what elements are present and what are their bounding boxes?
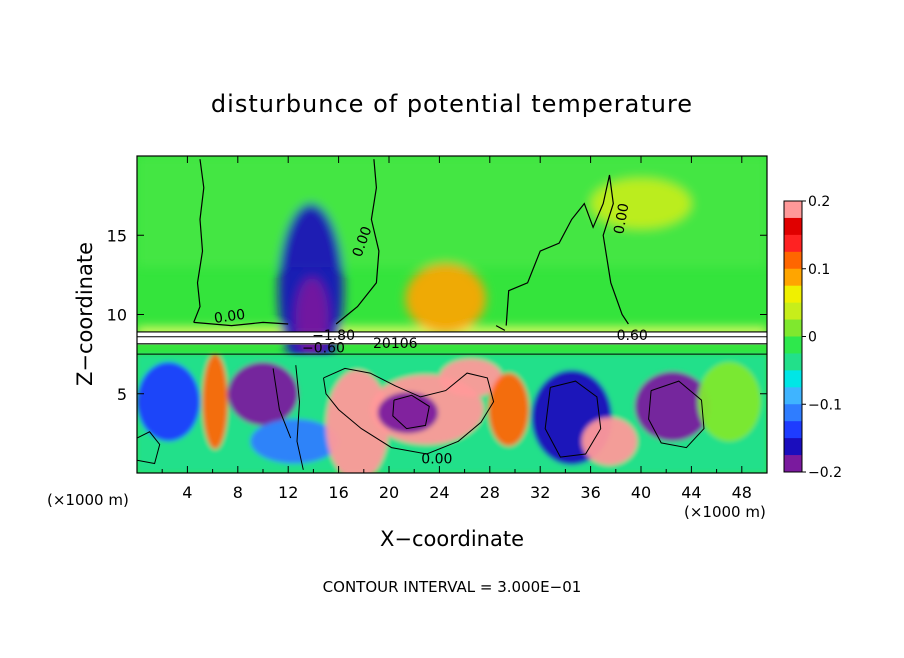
contour-zero-left-1 (193, 159, 205, 323)
contour-zero-tail (495, 325, 506, 331)
x-unit-right: (×1000 m) (684, 503, 766, 521)
field-lower-blob-8 (488, 373, 529, 447)
contour-loop-left-corner (137, 431, 161, 465)
field-lower-blob-12 (697, 362, 761, 442)
colorbar-tick-label-3: 0.1 (808, 262, 830, 278)
colorbar-ticks: −0.2 −0.1 0 0.1 0.2 (802, 194, 842, 481)
contour-line-lower-1 (272, 368, 292, 439)
field-lower-blob-1 (202, 354, 228, 450)
plot-area (137, 156, 767, 473)
field-lower-blob-0 (137, 362, 200, 442)
chart-title: disturbunce of potential temperature (211, 90, 693, 118)
colorbar-tick-label-0: −0.2 (808, 465, 842, 481)
x-tick-label-36: 36 (580, 483, 600, 502)
colorbar-swatch-14 (784, 217, 802, 236)
colorbar-swatch-0 (784, 455, 802, 473)
field-lower-blob-6 (377, 392, 439, 434)
contour-label-5: −0.60 (302, 341, 345, 357)
colorbar (783, 200, 803, 473)
colorbar-swatch-6 (784, 353, 802, 371)
x-tick-label-48: 48 (732, 483, 752, 502)
contour-zero-mid (335, 159, 380, 325)
y-tick-label-10: 10 (107, 306, 127, 325)
colorbar-swatch-5 (784, 370, 802, 388)
contour-loop-right-2 (648, 380, 705, 449)
contour-layer (137, 159, 767, 470)
x-tick-label-20: 20 (379, 483, 399, 502)
x-tick-label-16: 16 (328, 483, 348, 502)
contour-label-0: 0.00 (213, 307, 246, 327)
colorbar-swatch-9 (784, 302, 802, 321)
x-axis-ticks: 4 8 12 16 20 24 28 32 36 40 44 48 (161, 156, 752, 502)
colorbar-tick-label-2: 0 (808, 330, 817, 346)
colorbar-swatch-10 (784, 285, 802, 304)
field-lower-blob-11 (634, 371, 711, 442)
x-tick-label-40: 40 (631, 483, 651, 502)
colorbar-swatch-7 (784, 336, 802, 354)
contour-label-4: −1.80 (312, 328, 355, 344)
x-tick-label-4: 4 (182, 483, 192, 502)
field-lower-blob-7 (439, 358, 503, 397)
field-lower-blob-3 (250, 419, 339, 464)
colorbar-swatch-15 (784, 201, 802, 219)
field-lower-layer (137, 354, 767, 473)
x-tick-label-12: 12 (278, 483, 298, 502)
x-unit-left: (×1000 m) (47, 491, 129, 509)
colorbar-tick-label-4: 0.2 (808, 194, 830, 210)
contour-line-lower-2 (295, 365, 304, 470)
x-tick-label-28: 28 (480, 483, 500, 502)
field-lower-blob-2 (227, 362, 299, 426)
x-tick-label-32: 32 (530, 483, 550, 502)
contour-interval-text: CONTOUR INTERVAL = 3.000E−01 (323, 578, 582, 596)
field-lower-blob-4 (326, 369, 389, 473)
contour-zero-right (505, 174, 629, 326)
contour-label-7: 0.00 (421, 451, 452, 467)
colorbar-swatch-8 (784, 319, 802, 337)
x-tick-label-8: 8 (233, 483, 243, 502)
colorbar-tick-label-1: −0.1 (808, 397, 842, 413)
contour-zero-left-2 (193, 321, 289, 327)
colorbar-swatch-3 (784, 404, 802, 422)
colorbar-swatch-13 (784, 234, 802, 253)
contour-label-6: 20106 (373, 336, 418, 352)
colorbar-swatch-12 (784, 251, 802, 270)
contour-loop-cool-core (392, 394, 430, 430)
colorbar-swatch-11 (784, 268, 802, 287)
contour-loop-right-1 (544, 380, 602, 458)
inversion-white-band (137, 331, 767, 345)
contour-label-3: 0.60 (617, 328, 648, 344)
colorbar-swatch-1 (784, 438, 802, 456)
field-region-upper-warm (590, 178, 692, 229)
contour-label-2: 0.00 (611, 202, 632, 235)
x-tick-label-44: 44 (681, 483, 701, 502)
y-axis-label: Z−coordinate (73, 242, 97, 386)
colorbar-swatch-2 (784, 421, 802, 439)
field-lower-blob-10 (581, 417, 638, 466)
field-region-warm-wave (405, 263, 487, 334)
x-axis-label: X−coordinate (380, 527, 524, 551)
contour-loop-warm-center (323, 367, 495, 455)
x-tick-label-24: 24 (429, 483, 449, 502)
y-tick-label-5: 5 (117, 385, 127, 404)
colorbar-swatch-4 (784, 387, 802, 405)
y-tick-label-15: 15 (107, 226, 127, 245)
y-axis-ticks: 5 10 15 (107, 226, 767, 404)
